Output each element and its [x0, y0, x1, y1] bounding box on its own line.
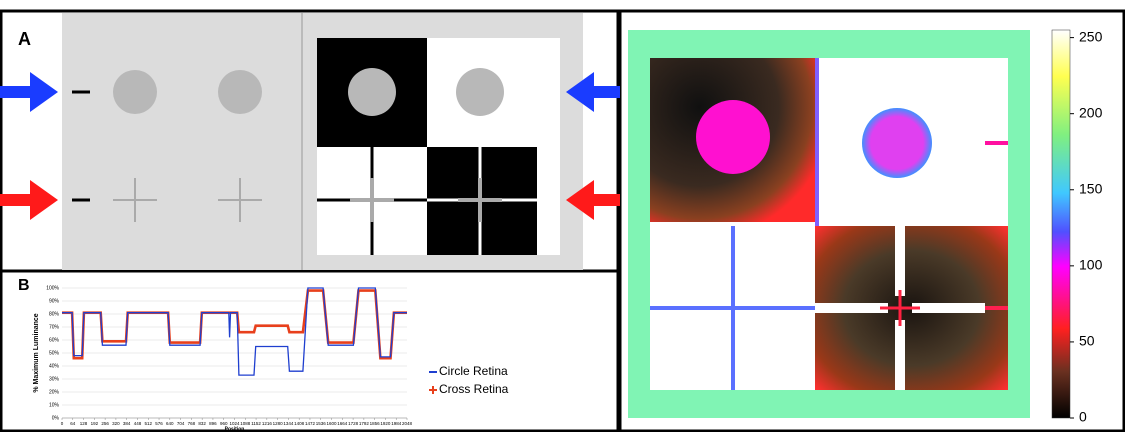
y-tick-label: 90% — [49, 298, 60, 304]
x-tick-label: 1728 — [348, 421, 359, 426]
x-tick-label: 1152 — [251, 421, 261, 426]
x-tick-label: 0 — [61, 421, 64, 426]
panel-label: B — [18, 277, 30, 294]
x-tick-label: 1856 — [370, 421, 381, 426]
y-tick-label: 100% — [46, 285, 59, 291]
x-tick-label: 1920 — [380, 421, 391, 426]
panel-label: A — [18, 29, 31, 49]
y-axis-label: % Maximum Luminance — [33, 313, 40, 392]
x-tick-label: 640 — [166, 421, 174, 426]
x-tick-label: 832 — [198, 421, 206, 426]
y-tick-label: 0% — [52, 415, 60, 421]
y-tick-label: 80% — [49, 311, 60, 317]
x-tick-label: 1792 — [359, 421, 370, 426]
colorbar-tick-label: 0 — [1079, 409, 1087, 425]
x-tick-label: 1472 — [305, 421, 316, 426]
circle — [456, 68, 504, 116]
figure: A B C 0%10%20%30%40%50%60%70%80%90%100%0… — [0, 0, 1125, 432]
map-circle — [862, 108, 932, 178]
legend-label: Circle Retina — [439, 364, 508, 378]
y-tick-label: 70% — [49, 324, 60, 330]
y-tick-label: 40% — [49, 363, 60, 369]
x-tick-label: 704 — [177, 421, 185, 426]
x-tick-label: 128 — [80, 421, 88, 426]
y-tick-label: 20% — [49, 389, 60, 395]
x-axis-label: Position — [225, 426, 245, 432]
x-tick-label: 2048 — [402, 421, 413, 426]
x-tick-label: 1344 — [283, 421, 294, 426]
x-tick-label: 256 — [101, 421, 109, 426]
colorbar-tick-label: 250 — [1079, 28, 1103, 44]
x-tick-label: 1280 — [273, 421, 284, 426]
colorbar — [1052, 30, 1070, 418]
map-edge — [815, 58, 819, 226]
x-tick-label: 1216 — [262, 421, 273, 426]
x-tick-label: 576 — [155, 421, 163, 426]
x-tick-label: 1664 — [337, 421, 348, 426]
y-tick-label: 50% — [49, 350, 60, 356]
x-tick-label: 1408 — [294, 421, 305, 426]
colorbar-tick-label: 150 — [1079, 180, 1103, 196]
x-tick-label: 192 — [91, 421, 99, 426]
x-tick-label: 64 — [70, 421, 76, 426]
colorbar-tick-label: 50 — [1079, 333, 1095, 349]
x-tick-label: 1984 — [391, 421, 402, 426]
y-tick-label: 60% — [49, 337, 60, 343]
colorbar-tick-label: 200 — [1079, 104, 1103, 120]
x-tick-label: 512 — [144, 421, 152, 426]
legend-label: Cross Retina — [439, 382, 509, 396]
x-tick-label: 768 — [188, 421, 196, 426]
y-tick-label: 30% — [49, 376, 60, 382]
x-tick-label: 1536 — [316, 421, 327, 426]
circle — [218, 70, 262, 114]
circle — [113, 70, 157, 114]
circle — [348, 68, 396, 116]
map-circle — [696, 100, 770, 174]
x-tick-label: 1600 — [327, 421, 338, 426]
x-tick-label: 320 — [112, 421, 120, 426]
colorbar-tick-label: 100 — [1079, 257, 1103, 273]
x-tick-label: 896 — [209, 421, 217, 426]
x-tick-label: 384 — [123, 421, 131, 426]
y-tick-label: 10% — [49, 402, 60, 408]
x-tick-label: 448 — [134, 421, 142, 426]
